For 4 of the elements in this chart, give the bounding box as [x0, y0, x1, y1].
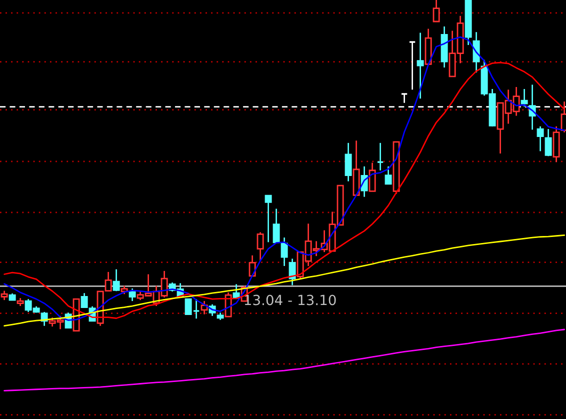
- candlestick: [416, 32, 424, 100]
- candlestick: [440, 26, 448, 68]
- candlestick: [344, 142, 352, 182]
- annotation: 13.04 - 13.10: [244, 294, 336, 306]
